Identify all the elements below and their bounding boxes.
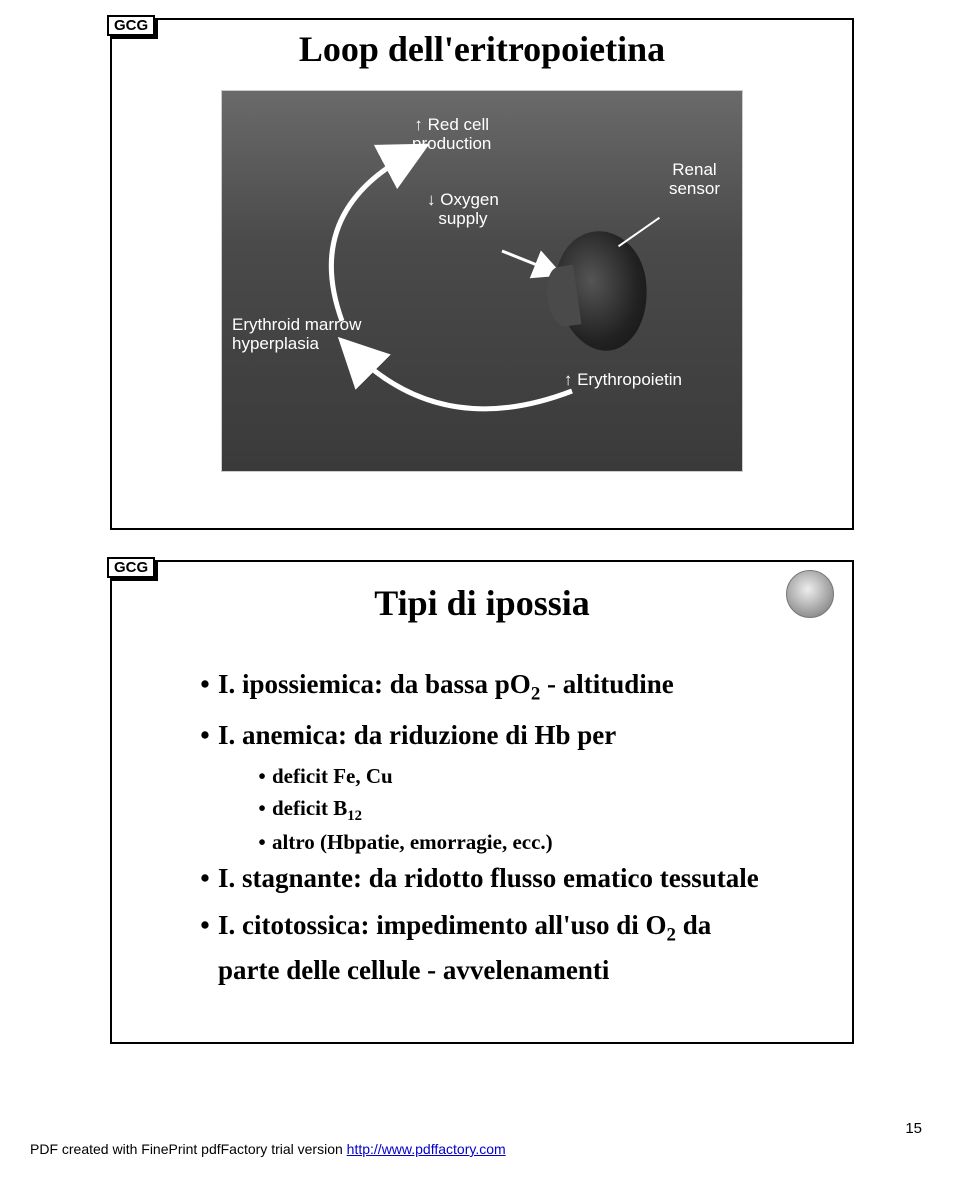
subscript: 2 bbox=[667, 924, 676, 945]
footer: PDF created with FinePrint pdfFactory tr… bbox=[30, 1141, 506, 1157]
gcg-tag: GCG bbox=[107, 15, 155, 36]
item-text: I. ipossiemica: da bassa pO bbox=[218, 669, 531, 699]
gcg-tag: GCG bbox=[107, 557, 155, 578]
label-redcell: ↑ Red cell production bbox=[412, 116, 491, 153]
bullet-dot: • bbox=[252, 761, 272, 793]
item-text: altro (Hbpatie, emorragie, ecc.) bbox=[272, 827, 553, 859]
item-text: deficit B bbox=[272, 796, 347, 820]
list-item: • deficit Fe, Cu bbox=[252, 761, 852, 793]
epo-loop-diagram: ↑ Red cell production ↓ Oxygen supply Er… bbox=[221, 90, 743, 472]
seal-icon bbox=[786, 570, 834, 618]
sub-list: • deficit Fe, Cu • deficit B12 • altro (… bbox=[252, 761, 852, 858]
item-text: I. stagnante: da ridotto flusso ematico … bbox=[218, 858, 759, 899]
bullet-dot: • bbox=[192, 858, 218, 899]
footer-text: PDF created with FinePrint pdfFactory tr… bbox=[30, 1141, 347, 1157]
footer-link[interactable]: http://www.pdffactory.com bbox=[347, 1141, 506, 1157]
label-oxygen: ↓ Oxygen supply bbox=[427, 191, 499, 228]
label-marrow: Erythroid marrow hyperplasia bbox=[232, 316, 361, 353]
item-text: I. anemica: da riduzione di Hb per bbox=[218, 715, 616, 756]
list-item: • deficit B12 bbox=[252, 793, 852, 827]
bullet-dot: • bbox=[192, 715, 218, 756]
hypoxia-list: • I. ipossiemica: da bassa pO2 - altitud… bbox=[192, 664, 852, 990]
list-item: • I. citotossica: impedimento all'uso di… bbox=[192, 905, 852, 990]
list-item: • I. ipossiemica: da bassa pO2 - altitud… bbox=[192, 664, 852, 709]
bullet-dot: • bbox=[252, 827, 272, 859]
label-epo: ↑ Erythropoietin bbox=[564, 371, 682, 390]
slide2-title: Tipi di ipossia bbox=[112, 582, 852, 624]
page-number: 15 bbox=[905, 1120, 922, 1137]
item-text: - altitudine bbox=[540, 669, 674, 699]
bullet-dot: • bbox=[192, 664, 218, 705]
list-item: • altro (Hbpatie, emorragie, ecc.) bbox=[252, 827, 852, 859]
label-renal: Renal sensor bbox=[669, 161, 720, 198]
bullet-dot: • bbox=[192, 905, 218, 946]
list-item: • I. anemica: da riduzione di Hb per bbox=[192, 715, 852, 756]
subscript: 12 bbox=[347, 808, 362, 824]
bullet-dot: • bbox=[252, 793, 272, 825]
slide1-title: Loop dell'eritropoietina bbox=[112, 28, 852, 70]
item-text: I. citotossica: impedimento all'uso di O bbox=[218, 910, 667, 940]
subscript: 2 bbox=[531, 683, 540, 704]
item-text: deficit Fe, Cu bbox=[272, 761, 393, 793]
list-item: • I. stagnante: da ridotto flusso ematic… bbox=[192, 858, 852, 899]
slide-1-frame: GCG Loop dell'eritropoietina ↑ Red cell … bbox=[110, 18, 854, 530]
slide-2-frame: GCG Tipi di ipossia • I. ipossiemica: da… bbox=[110, 560, 854, 1044]
